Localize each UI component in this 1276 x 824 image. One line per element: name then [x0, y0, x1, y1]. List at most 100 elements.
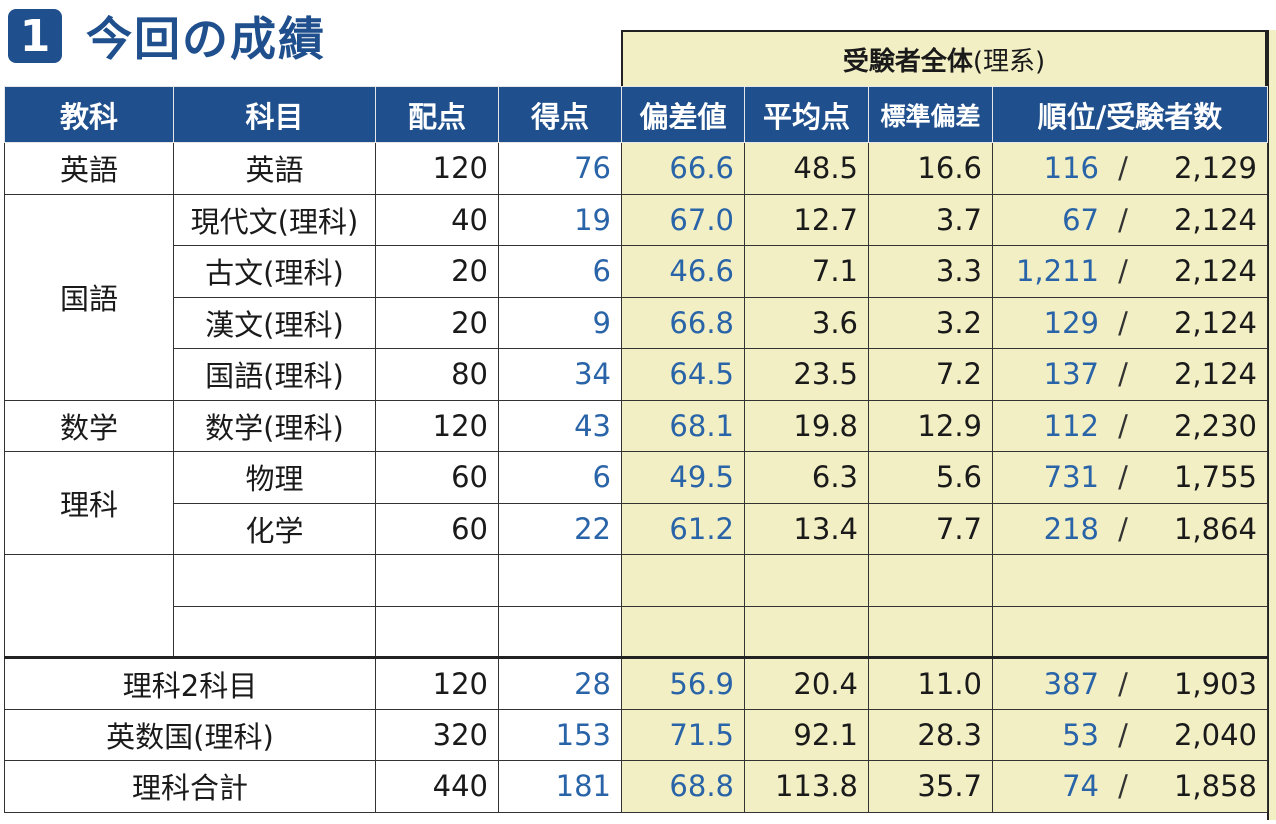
deviation-cell: 46.6: [621, 245, 745, 298]
deviation-cell: 68.1: [621, 399, 745, 452]
max-points-cell: 40: [375, 193, 499, 246]
rank-separator: /: [1118, 305, 1128, 340]
table-row: 数学 数学(理科) 120 43 68.1 19.8 12.9 112 / 2,230: [4, 399, 1268, 452]
max-points-cell: 20: [375, 245, 499, 298]
score-cell: 22: [498, 502, 622, 555]
rank-cell: 112 / 2,230: [992, 399, 1268, 452]
rank-position: 67: [1062, 202, 1099, 237]
table-row: 英語 英語 120 76 66.6 48.5 16.6 116/2,129: [4, 142, 1268, 195]
max-points-cell: 60: [375, 502, 499, 555]
subject-cell: 国語(理科): [173, 348, 376, 401]
deviation-cell: 66.6: [621, 142, 745, 195]
rank-separator: /: [1118, 666, 1128, 701]
table-row: 漢文(理科) 20 9 66.8 3.6 3.2 129 / 2,124: [5, 296, 1268, 349]
rank-total-examinees: 2,040: [1173, 717, 1257, 752]
max-points-cell: 440: [375, 760, 499, 813]
summary-row: 理科2科目 120 28 56.9 20.4 11.0 387 / 1,903: [4, 656, 1268, 710]
table-right-edge: [1267, 30, 1276, 820]
subject-cell: 古文(理科): [173, 245, 376, 298]
rank-separator: /: [1118, 202, 1128, 237]
average-cell: 7.1: [744, 245, 869, 298]
rank-value: 112 / 2,230: [1003, 409, 1257, 443]
average-cell: 48.5: [744, 142, 869, 195]
col-header-subject: 科目: [173, 86, 376, 143]
rank-cell: 1,211 / 2,124: [992, 245, 1268, 298]
score-cell: 181: [498, 760, 622, 813]
rank-position: 74: [1062, 769, 1099, 804]
rank-total-examinees: 2,124: [1173, 254, 1257, 289]
rank-value: 129 / 2,124: [1003, 306, 1257, 340]
deviation-cell: 68.8: [621, 760, 745, 813]
table-row: 国語 現代文(理科) 40 19 67.0 12.7 3.7 67 / 2,124: [4, 193, 1268, 401]
std-dev-cell: 5.6: [868, 451, 993, 504]
rank-separator: /: [1118, 717, 1128, 752]
rank-total-examinees: 2,124: [1173, 357, 1257, 392]
subject-cell: 現代文(理科): [173, 193, 376, 246]
max-points-cell: 60: [375, 451, 499, 504]
rank-separator: /: [1118, 511, 1128, 546]
rank-value: 67 / 2,124: [1003, 203, 1257, 237]
category-cell: 理科: [4, 451, 174, 555]
score-cell: 153: [498, 708, 622, 761]
section-title-text: 今回の成績: [86, 12, 326, 66]
rank-cell: 218 / 1,864: [992, 502, 1268, 555]
rank-total-examinees: 1,903: [1173, 666, 1257, 701]
rank-position: 1,211: [1015, 254, 1099, 289]
all-examinees-group-header: 受験者全体 (理系): [621, 30, 1267, 86]
rank-value: 74 / 1,858: [1003, 769, 1257, 803]
std-dev-cell: 7.7: [868, 502, 993, 555]
std-dev-cell: 3.7: [868, 193, 993, 246]
rank-total-examinees: 2,124: [1173, 202, 1257, 237]
empty-cell: [498, 554, 622, 607]
deviation-cell: 64.5: [621, 348, 745, 401]
deviation-cell: 71.5: [621, 708, 745, 761]
group-header-paren: (理系): [972, 46, 1046, 77]
empty-row: [4, 554, 1268, 658]
rank-position: 112: [1043, 408, 1099, 443]
average-cell: 12.7: [744, 193, 869, 246]
score-cell: 9: [498, 296, 622, 349]
score-cell: 6: [498, 451, 622, 504]
max-points-cell: 20: [375, 296, 499, 349]
deviation-cell: 56.9: [621, 656, 745, 710]
category-cell: 数学: [4, 399, 174, 452]
score-cell: 28: [498, 656, 622, 710]
empty-cell: [868, 605, 993, 658]
rank-position: 53: [1062, 717, 1099, 752]
summary-label-cell: 理科2科目: [4, 656, 376, 710]
rank-separator: /: [1118, 460, 1128, 495]
rank-value: 387 / 1,903: [1003, 667, 1257, 701]
empty-cell: [375, 605, 499, 658]
summary-row: 英数国(理科) 320 153 71.5 92.1 28.3 53 / 2,040: [4, 708, 1268, 761]
section-title: 1 今回の成績: [8, 4, 326, 68]
rank-cell: 129 / 2,124: [992, 296, 1268, 349]
table-row: 古文(理科) 20 6 46.6 7.1 3.3 1,211 / 2,124: [5, 245, 1268, 298]
group-header-main: 受験者全体: [842, 46, 973, 77]
subject-cell: 英語: [173, 142, 376, 195]
grades-table: 教科 科目 配点 得点 偏差値 平均点 標準偏差 順位/受験者数 英語 英語 120…: [4, 86, 1268, 813]
col-header-score: 得点: [498, 86, 622, 143]
rank-total-examinees: 2,230: [1173, 408, 1257, 443]
subject-cell: 数学(理科): [173, 399, 376, 452]
deviation-cell: 67.0: [621, 193, 745, 246]
rank-separator: /: [1118, 254, 1128, 289]
empty-cell: [498, 605, 622, 658]
average-cell: 13.4: [744, 502, 869, 555]
empty-cell: [868, 554, 993, 607]
summary-label-cell: 理科合計: [4, 760, 376, 813]
table-row: 国語(理科) 80 34 64.5 23.5 7.2 137 / 2,124: [5, 348, 1268, 401]
rank-cell: 137 / 2,124: [992, 348, 1268, 401]
average-cell: 6.3: [744, 451, 869, 504]
subject-cell: 漢文(理科): [173, 296, 376, 349]
rank-position: 387: [1043, 666, 1099, 701]
std-dev-cell: 3.2: [868, 296, 993, 349]
summary-row: 理科合計 440 181 68.8 113.8 35.7 74 / 1,858: [4, 760, 1268, 813]
empty-cell: [375, 554, 499, 607]
max-points-cell: 320: [375, 708, 499, 761]
rank-position: 137: [1043, 357, 1099, 392]
empty-cell: [992, 554, 1268, 607]
rank-value: 116 / 2,129: [1003, 151, 1257, 185]
max-points-cell: 120: [375, 399, 499, 452]
std-dev-cell: 16.6: [868, 142, 993, 195]
